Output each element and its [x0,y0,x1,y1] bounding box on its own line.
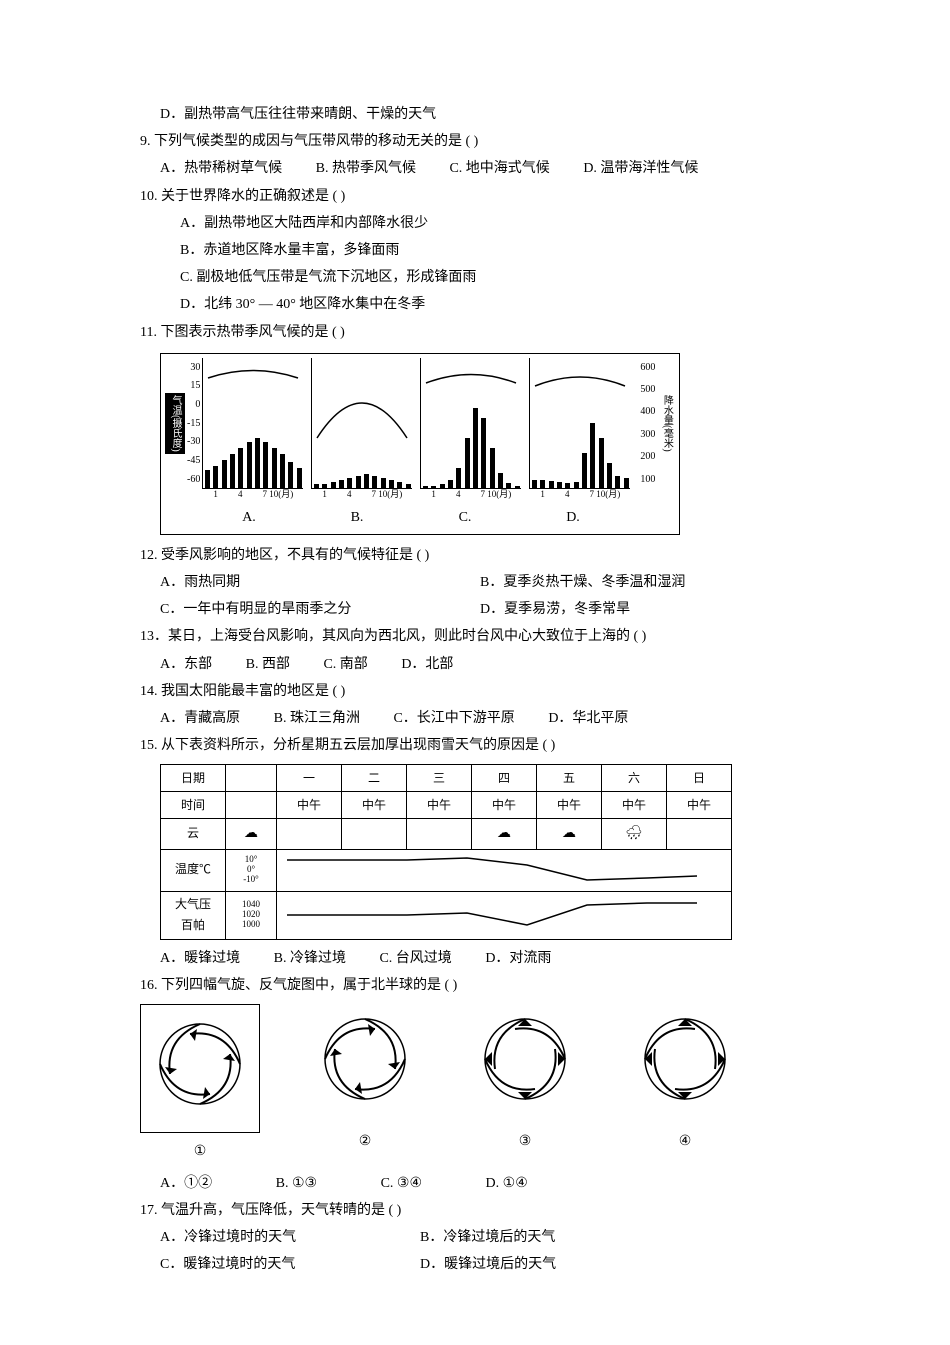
q11-left-ticks: 30 15 0 -15 -30 -45 -60 [187,359,200,489]
q13-options: A．东部 B. 西部 C. 南部 D．北部 [160,652,850,677]
q17-B: B．冷锋过境后的天气 [420,1225,555,1250]
cyclone-icon [310,1004,420,1114]
cyclone-icon [630,1004,740,1114]
q14-A: A．青藏高原 [160,711,240,726]
q11-stem: 11. 下图表示热带季风气候的是 ( ) [140,320,850,345]
table-row: 大气压 百帕 1040 1020 1000 [161,891,732,939]
q17-A: A．冷锋过境时的天气 [160,1225,420,1250]
q10-B: B．赤道地区降水量丰富，多锋面雨 [180,238,850,263]
q16-C: C. ③④ [381,1176,422,1191]
q17-D: D．暖锋过境后的天气 [420,1252,556,1277]
q8-optD: D．副热带高气压往往带来晴朗、干燥的天气 [160,102,850,127]
q10-stem: 10. 关于世界降水的正确叙述是 ( ) [140,184,850,209]
q16-B: B. ①③ [276,1176,317,1191]
q9-A: A．热带稀树草气候 [160,161,282,176]
q14-B: B. 珠江三角洲 [274,711,360,726]
q10-A: A．副热带地区大陆西岸和内部降水很少 [180,211,850,236]
q11-bars-D [530,358,630,488]
q11-bars-C [421,358,521,488]
q17-C: C．暖锋过境时的天气 [160,1252,420,1277]
q9-options: A．热带稀树草气候 B. 热带季风气候 C. 地中海式气候 D. 温带海洋性气候 [160,156,850,181]
q14-D: D．华北平原 [548,711,628,726]
q10-D: D．北纬 30° — 40° 地区降水集中在冬季 [180,292,850,317]
cyclone-icon [470,1004,580,1114]
q16-stem: 16. 下列四幅气旋、反气旋图中，属于北半球的是 ( ) [140,973,850,998]
q14-stem: 14. 我国太阳能最丰富的地区是 ( ) [140,679,850,704]
q15-D: D．对流雨 [485,951,551,966]
q16-item-1: ① [140,1004,260,1164]
q15-C: C. 台风过境 [379,951,451,966]
q11-panel-labels: A. B. C. D. [195,505,675,530]
q11-figure: 气温(摄氏度) 30 15 0 -15 -30 -45 -60 147 10(月… [160,353,680,535]
q12-C: C．一年中有明显的旱雨季之分 [160,597,480,622]
q16-A: A．①② [160,1176,212,1191]
q9-stem: 9. 下列气候类型的成因与气压带风带的移动无关的是 ( ) [140,129,850,154]
q12-row1: A．雨热同期 B．夏季炎热干燥、冬季温和湿润 [160,570,850,595]
table-row: 时间 中午 中午 中午 中午 中午 中午 中午 [161,792,732,819]
q17-stem: 17. 气温升高，气压降低，天气转晴的是 ( ) [140,1198,850,1223]
q15-stem: 15. 从下表资料所示，分析星期五云层加厚出现雨雪天气的原因是 ( ) [140,733,850,758]
q16-item-3: ③ [470,1004,580,1154]
cyclone-icon [145,1009,255,1119]
q13-B: B. 西部 [246,657,290,672]
q11-bars-B [312,358,412,488]
q16-item-2: ② [310,1004,420,1154]
q15-A: A．暖锋过境 [160,951,240,966]
q11-panel-D: 147 10(月) [529,358,630,489]
q13-D: D．北部 [401,657,453,672]
q16-figure-row: ① ② ③ [140,1004,850,1164]
q15-temp-curve [277,850,707,890]
q11-panel-C: 147 10(月) [420,358,521,489]
q12-B: B．夏季炎热干燥、冬季温和湿润 [480,570,685,595]
q15-options: A．暖锋过境 B. 冷锋过境 C. 台风过境 D．对流雨 [160,946,850,971]
cloud-icon: ☁ [226,819,277,849]
table-row: 日期 一 二 三 四 五 六 日 [161,765,732,792]
q9-C: C. 地中海式气候 [449,161,549,176]
q14-C: C．长江中下游平原 [393,711,514,726]
q13-A: A．东部 [160,657,212,672]
q15-B: B. 冷锋过境 [274,951,346,966]
q11-panel-B: 147 10(月) [311,358,412,489]
q16-item-4: ④ [630,1004,740,1154]
q10-C: C. 副极地低气压带是气流下沉地区，形成锋面雨 [180,265,850,290]
q11-bars-A [203,358,303,488]
q15-press-curve [277,895,707,935]
q11-panel-A: 147 10(月) [202,358,303,489]
q12-A: A．雨热同期 [160,570,480,595]
q11-right-ticks: 600 500 400 300 200 100 [640,359,655,489]
table-row: 温度℃ 10° 0° -10° [161,849,732,891]
q12-stem: 12. 受季风影响的地区，不具有的气候特征是 ( ) [140,543,850,568]
q12-row2: C．一年中有明显的旱雨季之分 D．夏季易涝，冬季常旱 [160,597,850,622]
q16-D: D. ①④ [486,1176,528,1191]
q17-row2: C．暖锋过境时的天气 D．暖锋过境后的天气 [160,1252,850,1277]
q14-options: A．青藏高原 B. 珠江三角洲 C．长江中下游平原 D．华北平原 [160,706,850,731]
q16-options: A．①② B. ①③ C. ③④ D. ①④ [160,1171,850,1196]
q15-table: 日期 一 二 三 四 五 六 日 时间 中午 中午 中午 中午 中午 中午 中午… [160,764,732,939]
q12-D: D．夏季易涝，冬季常旱 [480,597,630,622]
q9-D: D. 温带海洋性气候 [583,161,698,176]
q11-right-axis-label: 降水量(毫米) [657,395,675,452]
q9-B: B. 热带季风气候 [316,161,416,176]
q11-left-axis-label: 气温(摄氏度) [165,393,185,454]
q17-row1: A．冷锋过境时的天气 B．冷锋过境后的天气 [160,1225,850,1250]
table-row: 云 ☁ ☁ ☁ 🌧 [161,819,732,849]
q13-C: C. 南部 [323,657,367,672]
q13-stem: 13．某日，上海受台风影响，其风向为西北风，则此时台风中心大致位于上海的 ( ) [140,624,850,649]
